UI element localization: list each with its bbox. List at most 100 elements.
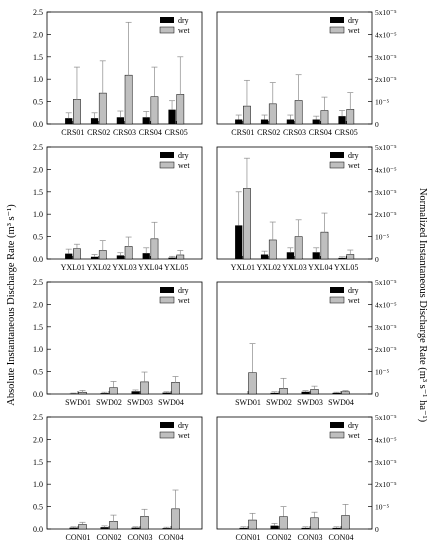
bar-wet: [342, 516, 350, 529]
legend-swatch-wet: [160, 162, 174, 168]
x-tick-label: CRS04: [309, 128, 332, 137]
bar-dry: [163, 393, 171, 394]
bar-dry: [333, 393, 341, 394]
x-tick-label: CON04: [159, 533, 184, 542]
x-tick-label: CRS04: [139, 128, 162, 137]
legend-label-wet: wet: [178, 296, 190, 305]
legend-swatch-wet: [160, 432, 174, 438]
bar-dry: [313, 252, 320, 259]
bar-wet: [249, 373, 257, 394]
legend-label-dry: dry: [348, 16, 359, 25]
y-tick-label: 0.0: [33, 120, 43, 129]
legend-label-dry: dry: [178, 286, 189, 295]
x-tick-label: CON04: [329, 533, 354, 542]
right-axis-label: Normalized Instantaneous Discharge Rate …: [417, 188, 427, 423]
bar-wet: [125, 75, 132, 124]
legend-swatch-dry: [330, 17, 344, 23]
bar-dry: [168, 258, 175, 259]
x-tick-label: SWD04: [328, 398, 354, 407]
bar-dry: [271, 393, 279, 394]
bar-wet: [110, 521, 118, 529]
y-tick-label: 3x10⁻⁵: [375, 53, 397, 62]
x-tick-label: CRS02: [87, 128, 110, 137]
legend-swatch-dry: [160, 152, 174, 158]
y-tick-label: 2.0: [33, 435, 43, 444]
y-tick-label: 2.5: [33, 143, 43, 152]
y-tick-label: 1.5: [33, 323, 43, 332]
bar-wet: [243, 106, 250, 124]
bar-wet: [295, 237, 302, 259]
y-tick-label: 0.0: [33, 390, 43, 399]
y-tick-label: 3x10⁻⁵: [375, 458, 397, 467]
bar-wet: [269, 104, 276, 124]
y-tick-label: 4x10⁻⁵: [375, 300, 397, 309]
bar-dry: [70, 528, 78, 529]
y-tick-label: 0.5: [33, 233, 43, 242]
bar-wet: [177, 255, 184, 259]
legend-swatch-dry: [160, 17, 174, 23]
legend-label-wet: wet: [348, 431, 360, 440]
y-tick-label: 0: [375, 120, 379, 129]
bar-dry: [261, 120, 268, 124]
bar-dry: [101, 393, 109, 394]
x-tick-label: SWD02: [266, 398, 292, 407]
x-tick-label: CON03: [298, 533, 323, 542]
legend-swatch-wet: [160, 297, 174, 303]
legend-swatch-wet: [330, 27, 344, 33]
y-tick-label: 4x10⁻⁵: [375, 30, 397, 39]
x-tick-label: YXL05: [164, 263, 188, 272]
x-tick-label: YXL05: [334, 263, 358, 272]
x-tick-label: CRS01: [231, 128, 254, 137]
y-tick-label: 2x10⁻⁵: [375, 480, 397, 489]
bar-wet: [79, 525, 87, 529]
bar-dry: [132, 391, 140, 394]
y-tick-label: 5x10⁻⁵: [375, 278, 397, 287]
legend-label-wet: wet: [348, 161, 360, 170]
bar-dry: [261, 255, 268, 259]
bar-dry: [91, 257, 98, 259]
x-tick-label: YXL02: [86, 263, 110, 272]
bar-wet: [141, 516, 149, 529]
bar-wet: [99, 250, 106, 259]
y-tick-label: 2.0: [33, 30, 43, 39]
y-tick-label: 4x10⁻⁵: [375, 435, 397, 444]
y-tick-label: 2x10⁻⁵: [375, 75, 397, 84]
x-tick-label: YXL03: [112, 263, 136, 272]
bar-wet: [79, 392, 87, 394]
bar-dry: [313, 120, 320, 124]
y-tick-label: 4x10⁻⁵: [375, 165, 397, 174]
bar-dry: [91, 118, 98, 124]
bar-dry: [302, 528, 310, 529]
legend-label-wet: wet: [178, 26, 190, 35]
x-tick-label: CON02: [97, 533, 122, 542]
legend-label-dry: dry: [348, 151, 359, 160]
legend-swatch-wet: [330, 162, 344, 168]
bar-wet: [321, 111, 328, 124]
bar-dry: [101, 527, 109, 529]
bar-wet: [177, 94, 184, 124]
x-tick-label: SWD01: [235, 398, 261, 407]
legend-label-dry: dry: [348, 286, 359, 295]
y-tick-label: 10⁻⁵: [375, 368, 389, 377]
legend-swatch-wet: [330, 432, 344, 438]
bar-wet: [249, 520, 257, 529]
y-tick-label: 2.5: [33, 8, 43, 17]
legend-label-wet: wet: [178, 161, 190, 170]
legend-label-wet: wet: [178, 431, 190, 440]
bar-wet: [73, 249, 80, 259]
x-tick-label: YXL01: [61, 263, 85, 272]
bar-dry: [287, 120, 294, 124]
bar-wet: [311, 390, 319, 394]
bar-wet: [172, 382, 180, 394]
bar-dry: [132, 528, 140, 529]
x-tick-label: CRS02: [257, 128, 280, 137]
bar-dry: [235, 120, 242, 124]
bar-wet: [99, 93, 106, 124]
